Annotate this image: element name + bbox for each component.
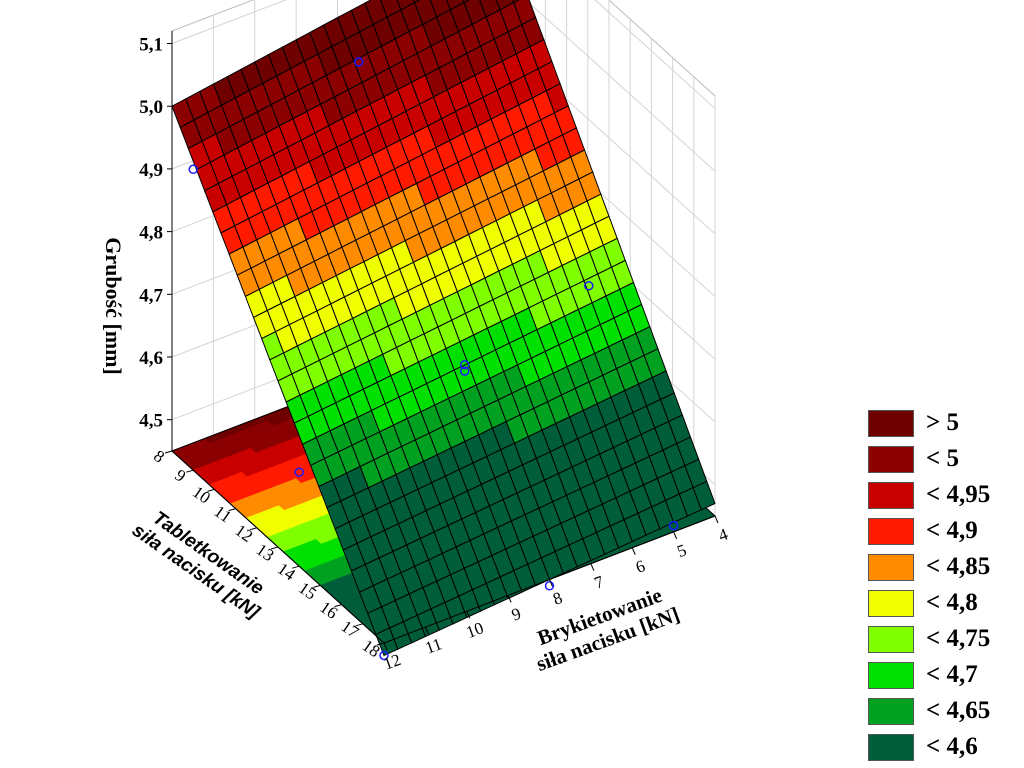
legend-label: < 4,7 [926, 661, 978, 688]
observed-point [379, 650, 389, 661]
x-tick-label: 8 [550, 588, 564, 609]
legend-label: < 4,75 [926, 625, 991, 652]
x-tick [507, 595, 512, 603]
z-axis-title: Grubość [mm] [101, 237, 126, 374]
legend-swatch [868, 662, 914, 689]
legend-label: < 4,95 [926, 481, 991, 508]
legend-swatch [868, 554, 914, 581]
response-surface [171, 0, 716, 657]
legend-item: < 4,75 [866, 622, 1016, 658]
y-tick-label: 9 [171, 465, 189, 485]
observed-point [294, 467, 304, 477]
observed-point [584, 281, 594, 291]
y-tick [270, 546, 279, 550]
x-tick-label: 12 [381, 650, 403, 674]
legend-item: < 4,95 [866, 478, 1016, 514]
y-tick [376, 642, 385, 646]
y-tick [207, 488, 215, 492]
y-tick [228, 508, 236, 512]
y-tick [249, 527, 257, 531]
legend-swatch [868, 518, 914, 545]
observed-point [459, 360, 470, 370]
legend: > 5 < 5 < 4,95 < 4,9 < 4,85 < 4,8 < 4,75 < 4,7 <… [866, 406, 1016, 766]
legend-label: < 4,85 [926, 553, 991, 580]
legend-item: < 4,7 [866, 658, 1016, 694]
z-gridline [171, 0, 716, 109]
legend-swatch [868, 410, 914, 437]
legend-item: < 5 [866, 442, 1016, 478]
z-tick-label: 4,9 [139, 160, 163, 181]
x-tick [673, 531, 678, 540]
z-tick-label: 4,7 [139, 285, 163, 306]
observed-point [459, 366, 470, 376]
z-tick-label: 5,1 [139, 35, 163, 56]
x-tick [590, 563, 595, 571]
observed-point [668, 520, 679, 531]
legend-label: < 5 [926, 445, 959, 472]
observed-points [188, 57, 679, 661]
observed-point [544, 581, 555, 591]
y-tick [186, 469, 194, 473]
legend-label: > 5 [926, 409, 959, 436]
legend-swatch [868, 734, 914, 761]
x-tick-label: 10 [464, 618, 486, 642]
legend-label: < 4,9 [926, 517, 978, 544]
z-tick-label: 4,8 [139, 223, 163, 244]
y-tick [334, 604, 342, 608]
legend-swatch [868, 446, 914, 473]
legend-swatch [868, 590, 914, 617]
y-tick [292, 565, 300, 569]
y-tick-label: 8 [150, 446, 168, 466]
legend-swatch [868, 626, 914, 653]
x-tick-label: 7 [592, 572, 607, 593]
legend-item: < 4,65 [866, 694, 1016, 730]
legend-swatch [868, 698, 914, 725]
legend-swatch [868, 482, 914, 509]
legend-item: < 4,85 [866, 550, 1016, 586]
legend-item: > 5 [866, 406, 1016, 442]
legend-label: < 4,6 [926, 733, 978, 760]
x-tick [383, 642, 388, 651]
x-tick [549, 579, 553, 587]
z-tick-label: 4,5 [139, 411, 163, 432]
x-tick [424, 626, 429, 635]
observed-point [353, 57, 364, 67]
y-tick [313, 584, 321, 588]
x-tick [466, 611, 471, 619]
x-tick-label: 4 [716, 524, 731, 545]
z-tick-label: 4,6 [139, 348, 163, 369]
observed-point [188, 164, 198, 175]
x-tick-label: 6 [633, 556, 647, 577]
legend-item: < 4,6 [866, 730, 1016, 766]
x-tick [631, 547, 636, 555]
x-tick-label: 5 [674, 540, 688, 561]
legend-item: < 4,9 [866, 514, 1016, 550]
x-tick [714, 515, 719, 524]
y-tick [355, 623, 363, 627]
x-tick-label: 11 [423, 634, 445, 657]
x-tick-label: 9 [509, 604, 523, 625]
y-tick [164, 450, 173, 454]
y-tick-label: 11 [211, 502, 235, 527]
z-tick-label: 5,0 [139, 97, 163, 118]
legend-label: < 4,65 [926, 697, 991, 724]
legend-item: < 4,8 [866, 586, 1016, 622]
legend-label: < 4,8 [926, 589, 978, 616]
